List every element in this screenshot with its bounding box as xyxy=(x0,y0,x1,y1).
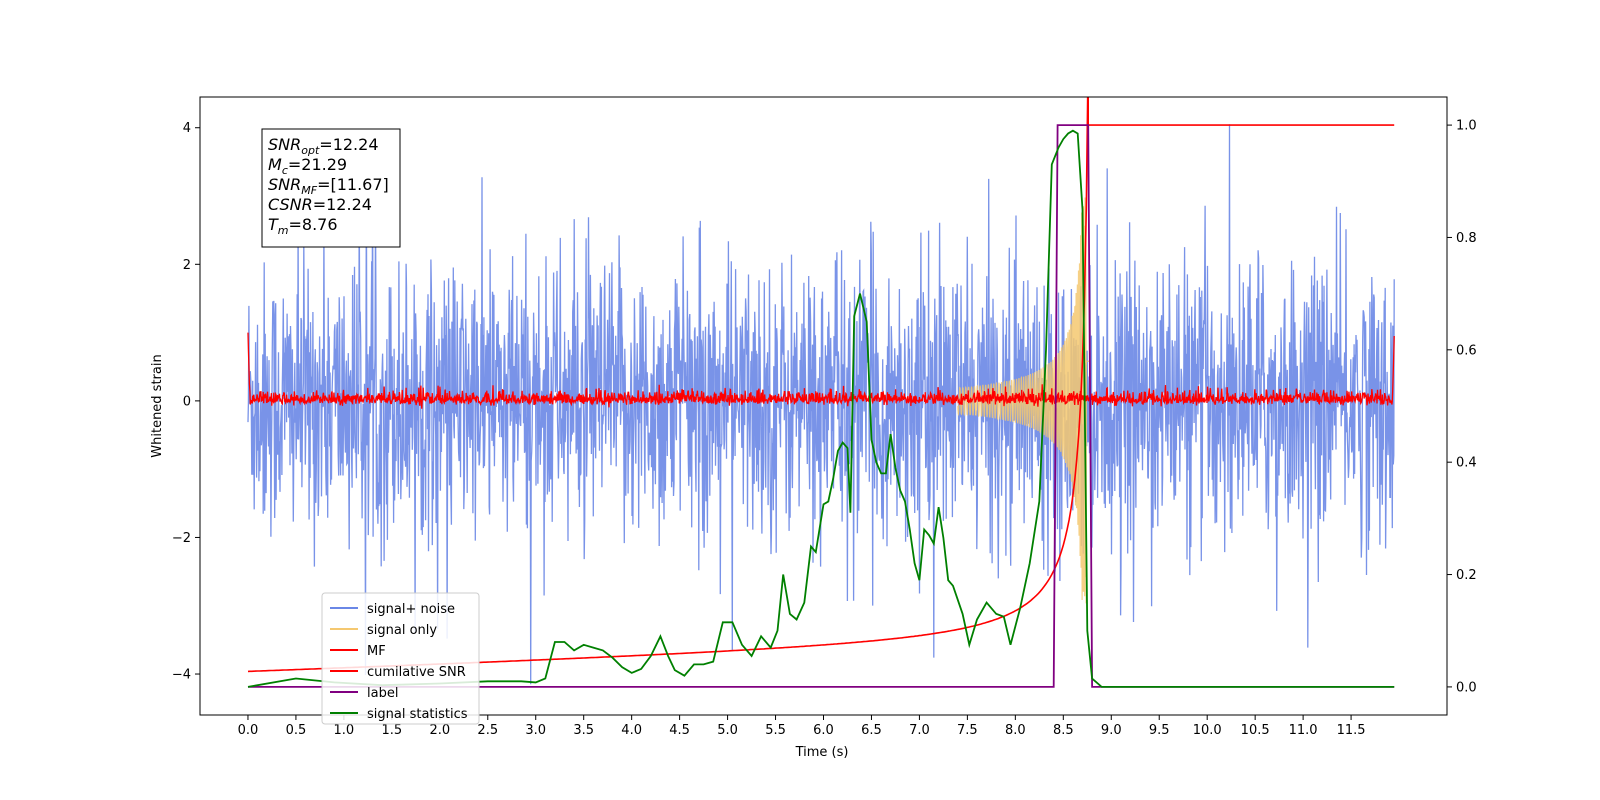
signal-statistics-line xyxy=(247,129,1395,688)
y-axis-left: 4 2 0 −2 −4 xyxy=(172,121,200,683)
y-tick-label: 4 xyxy=(183,121,191,136)
legend-frame xyxy=(321,592,480,725)
x-tick-label: 8.0 xyxy=(1005,723,1026,738)
y2-tick-label: 0.8 xyxy=(1456,231,1477,246)
y2-tick-label: 0.2 xyxy=(1456,568,1477,583)
signal-noise-series xyxy=(247,124,1395,685)
y2-tick-label: 0.4 xyxy=(1456,456,1477,471)
signal-only-line xyxy=(957,197,1090,604)
x-tick-label: 10.5 xyxy=(1241,723,1270,738)
info-line: CSNR=12.24 xyxy=(268,195,372,214)
x-axis-title: Time (s) xyxy=(795,745,849,760)
y-axis-title: Whitened strain xyxy=(150,354,165,457)
legend-label: cumilative SNR xyxy=(367,665,466,680)
y-tick-label: −2 xyxy=(172,531,191,546)
x-tick-label: 11.5 xyxy=(1337,723,1366,738)
signal-statistics-series xyxy=(247,129,1395,688)
x-tick-label: 6.0 xyxy=(813,723,834,738)
y-tick-label: 0 xyxy=(183,394,191,409)
x-tick-label: 0.5 xyxy=(286,723,307,738)
x-tick-label: 7.0 xyxy=(909,723,930,738)
mf-line xyxy=(247,332,1395,409)
legend-label: signal statistics xyxy=(367,707,468,722)
x-tick-label: 8.5 xyxy=(1053,723,1074,738)
y2-tick-label: 0.0 xyxy=(1456,680,1477,695)
x-axis: 0.0 0.5 1.0 1.5 2.0 2.5 3.0 3.5 4.0 4.5 5.0 5.5 6.0 6… xyxy=(238,715,1366,738)
x-tick-label: 5.5 xyxy=(765,723,786,738)
signal-noise-line xyxy=(247,124,1395,685)
legend-label: signal+ noise xyxy=(367,602,455,617)
y-tick-label: −4 xyxy=(172,668,191,683)
x-tick-label: 3.5 xyxy=(573,723,594,738)
info-box: SNRopt=12.24Mc=21.29SNRMF=[11.67]CSNR=12… xyxy=(261,128,401,248)
legend: signal+ noise signal only MF cumilative SNR… xyxy=(321,592,480,725)
x-tick-label: 0.0 xyxy=(238,723,259,738)
y-axis-right: 1.0 0.8 0.6 0.4 0.2 0.0 xyxy=(1447,119,1477,695)
x-tick-label: 3.0 xyxy=(525,723,546,738)
info-box-frame xyxy=(261,128,401,248)
y2-tick-label: 0.6 xyxy=(1456,343,1477,358)
x-tick-label: 4.5 xyxy=(669,723,690,738)
legend-label: MF xyxy=(367,644,386,659)
legend-label: label xyxy=(367,686,398,701)
info-line: Mc=21.29 xyxy=(268,155,347,177)
mf-series xyxy=(247,332,1395,409)
x-tick-label: 1.0 xyxy=(334,723,355,738)
x-tick-label: 2.5 xyxy=(477,723,498,738)
info-line: SNRopt=12.24 xyxy=(268,135,379,157)
x-tick-label: 9.5 xyxy=(1149,723,1170,738)
x-tick-label: 4.0 xyxy=(621,723,642,738)
x-tick-label: 10.0 xyxy=(1193,723,1222,738)
y-tick-label: 2 xyxy=(183,258,191,273)
info-line: Tm=8.76 xyxy=(268,215,338,237)
x-tick-label: 5.0 xyxy=(717,723,738,738)
info-line: SNRMF=[11.67] xyxy=(268,175,389,197)
x-tick-label: 9.0 xyxy=(1101,723,1122,738)
legend-label: signal only xyxy=(367,623,437,638)
x-tick-label: 1.5 xyxy=(382,723,403,738)
x-tick-label: 11.0 xyxy=(1289,723,1318,738)
x-tick-label: 2.0 xyxy=(429,723,450,738)
signal-only-series xyxy=(957,197,1090,604)
x-tick-label: 7.5 xyxy=(957,723,978,738)
y2-tick-label: 1.0 xyxy=(1456,119,1477,134)
x-tick-label: 6.5 xyxy=(861,723,882,738)
